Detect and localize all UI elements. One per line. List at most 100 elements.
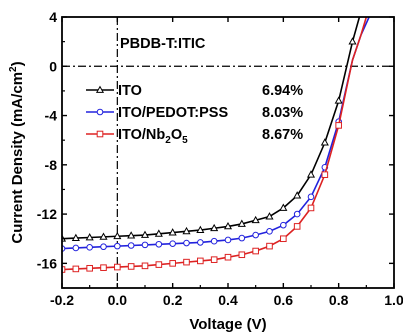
- data-point: [293, 191, 302, 199]
- data-point: [307, 204, 315, 212]
- data-point: [182, 226, 191, 235]
- y-axis-label-sup: 2: [8, 66, 19, 72]
- legend-label-part: ITO/PEDOT:PSS: [118, 105, 228, 121]
- x-tick-label: 0.2: [163, 292, 183, 308]
- data-point: [140, 230, 150, 238]
- data-point: [251, 215, 260, 224]
- data-point: [127, 242, 135, 249]
- data-point: [321, 171, 329, 178]
- x-axis-label: Voltage (V): [189, 316, 266, 333]
- legend: ITO 6.94% ITO/PEDOT:PSS 8.03% ITO/Nb2O5 8.67%: [86, 83, 303, 146]
- y-tick-label: -4: [45, 108, 58, 124]
- series-line: [62, 17, 368, 271]
- y-tick-label: 4: [49, 9, 57, 25]
- data-point: [238, 251, 246, 259]
- series-line: [62, 17, 361, 240]
- data-point: [252, 231, 259, 239]
- data-point: [99, 232, 108, 240]
- data-point: [100, 264, 107, 271]
- x-tick-label: 0.4: [218, 292, 238, 308]
- axis-ticks: -0.2 0.0 0.2 0.4 0.6 0.8 1.0 4 0 -4 -8 -12 -16: [37, 9, 403, 308]
- data-point: [85, 233, 94, 241]
- legend-pce: 8.03%: [262, 105, 303, 121]
- data-point: [127, 231, 136, 239]
- y-tick-label: 0: [49, 58, 57, 74]
- data-point: [169, 240, 176, 247]
- y-tick-label: -8: [45, 157, 58, 173]
- y-axis-label: Current Density (mA/cm2): [8, 61, 26, 243]
- data-point: [86, 264, 93, 272]
- series-3: [62, 17, 368, 273]
- legend-label-part: O: [171, 127, 182, 143]
- legend-pce: 8.67%: [262, 127, 303, 143]
- data-point: [306, 170, 316, 178]
- data-point: [183, 258, 190, 266]
- data-point: [265, 212, 274, 220]
- x-tick-label: 0.8: [329, 292, 349, 308]
- data-point: [100, 243, 107, 251]
- data-point: [114, 242, 121, 250]
- y-axis-label-close: ): [9, 61, 26, 66]
- legend-label-part: ITO: [118, 83, 142, 99]
- legend-entry-1: ITO 6.94%: [86, 83, 303, 99]
- x-tick-label: 0.0: [108, 292, 128, 308]
- legend-label-part: 2: [165, 135, 171, 146]
- data-point: [197, 239, 204, 246]
- data-point: [279, 203, 288, 211]
- data-point: [71, 233, 80, 242]
- data-point: [348, 37, 357, 45]
- reference-lines: [62, 17, 394, 288]
- data-point: [127, 263, 135, 270]
- data-point: [266, 228, 273, 235]
- data-point: [141, 262, 149, 270]
- y-tick-label: -16: [37, 255, 57, 271]
- data-point: [96, 130, 104, 138]
- data-point: [141, 241, 149, 249]
- data-point: [155, 261, 163, 268]
- data-point: [224, 236, 232, 244]
- chart-annotation: PBDB-T:ITIC: [120, 36, 206, 52]
- data-point: [280, 221, 287, 229]
- data-point: [320, 138, 329, 146]
- x-tick-label: -0.2: [50, 292, 74, 308]
- data-point: [113, 231, 122, 240]
- data-point: [335, 122, 342, 129]
- legend-label: ITO: [118, 83, 142, 99]
- data-point: [293, 223, 301, 230]
- data-point: [197, 257, 204, 265]
- legend-label-part: ITO/Nb: [118, 127, 165, 143]
- data-point: [224, 253, 232, 261]
- data-point: [223, 221, 233, 230]
- data-point: [86, 244, 93, 251]
- series-layer: [62, 17, 370, 273]
- legend-label: ITO/Nb2O5: [118, 127, 188, 146]
- plot-frame: [61, 16, 395, 289]
- data-point: [96, 108, 104, 116]
- legend-entry-2: ITO/PEDOT:PSS 8.03%: [86, 105, 303, 121]
- y-axis-label-main: Current Density (mA/cm: [9, 72, 26, 244]
- legend-pce: 6.94%: [262, 83, 303, 99]
- data-point: [238, 234, 246, 242]
- data-point: [210, 256, 218, 263]
- legend-label: ITO/PEDOT:PSS: [118, 105, 228, 121]
- legend-label-part: 5: [182, 135, 188, 146]
- data-point: [280, 235, 287, 243]
- data-point: [168, 228, 177, 236]
- data-point: [114, 263, 121, 271]
- data-point: [169, 260, 176, 267]
- data-point: [196, 225, 205, 234]
- data-point: [72, 244, 80, 252]
- data-point: [155, 240, 163, 248]
- data-point: [95, 85, 105, 93]
- series-line: [62, 17, 370, 250]
- legend-entry-3: ITO/Nb2O5 8.67%: [86, 127, 303, 146]
- data-point: [154, 229, 163, 237]
- data-point: [72, 265, 80, 273]
- data-point: [210, 237, 218, 245]
- data-point: [334, 96, 343, 104]
- data-point: [237, 219, 246, 227]
- data-point: [183, 239, 190, 247]
- data-point: [252, 247, 259, 255]
- data-point: [210, 223, 219, 232]
